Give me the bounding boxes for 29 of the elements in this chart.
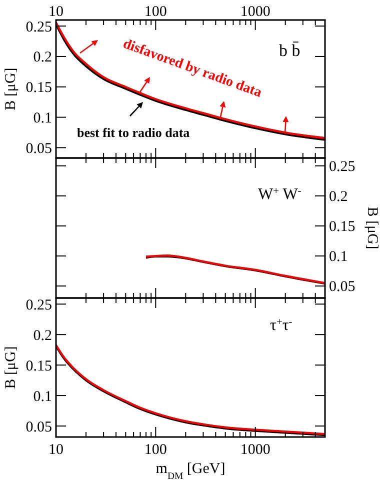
y-tick-label: 0.25	[26, 19, 52, 36]
y-tick-label: 0.2	[33, 50, 52, 66]
y-tick-label: 0.05	[26, 140, 52, 157]
annotation: b b̄	[279, 41, 300, 60]
x-axis-title: m$_{DM}$ [GeV]	[156, 461, 226, 480]
x-tick-label: 10	[48, 4, 64, 20]
y-tick-label: 0.1	[33, 388, 52, 405]
x-tick-label: 1000	[240, 442, 270, 458]
annotation: best fit to radio data	[77, 125, 190, 140]
y-tick-label: 0.15	[26, 80, 52, 96]
y2-tick-label: 0.2	[329, 189, 348, 206]
annotation: W$^{+}$ W$^{-}$	[258, 186, 302, 203]
y-tick-label: 0.15	[26, 358, 52, 374]
y2-axis-title: B [μG]	[364, 206, 380, 250]
y-tick-label: 0.1	[33, 110, 52, 127]
x-tick-label: 10	[48, 442, 64, 458]
annotation: τ$^{+}$τ$^{-}$	[270, 316, 293, 334]
x-tick-label: 100	[144, 4, 167, 20]
y2-tick-label: 0.15	[329, 219, 356, 236]
y-tick-label: 0.25	[26, 297, 52, 314]
y-tick-label: 0.2	[33, 328, 52, 344]
y-tick-label: 0.05	[26, 419, 52, 436]
x-tick-label: 100	[144, 442, 167, 458]
y-axis-title: B [μG]	[3, 346, 19, 389]
y2-tick-label: 0.25	[329, 159, 356, 176]
x-tick-label: 1000	[240, 4, 270, 20]
y-axis-title: B [μG]	[3, 68, 19, 110]
y2-tick-label: 0.05	[329, 279, 356, 296]
y2-tick-label: 0.1	[329, 249, 348, 266]
